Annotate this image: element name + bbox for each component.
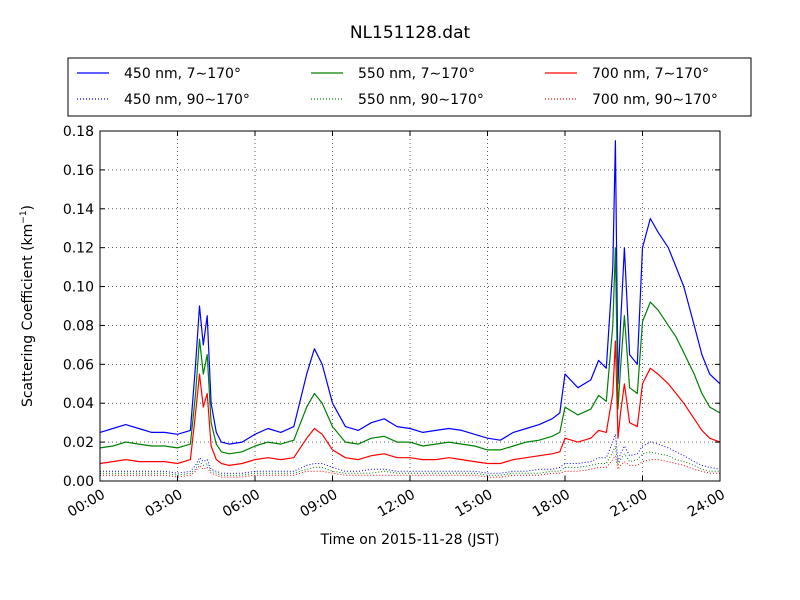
x-tick-label: 03:00 [143,487,186,521]
x-tick-label: 06:00 [220,487,263,521]
x-tick-label: 21:00 [608,487,651,521]
series-line-2 [99,340,721,466]
x-tick-label: 09:00 [298,487,341,521]
x-tick-label: 18:00 [530,487,573,521]
y-tick-label: 0.12 [63,241,94,257]
series-layer [99,140,721,478]
legend-label-1: 550 nm, 7∼170° [358,66,475,82]
series-line-1 [99,247,721,455]
series-line-0 [99,140,721,445]
y-tick-label: 0.14 [63,202,94,218]
y-axis-label-main: Scattering Coefficient (km [20,224,36,407]
y-axis-label-close: ) [20,205,36,210]
legend: 450 nm, 7∼170° 550 nm, 7∼170° 700 nm, 7∼17… [67,57,752,117]
x-tick-label: 12:00 [375,487,418,521]
legend-frame [67,57,752,117]
y-tick-label: 0.08 [63,318,94,334]
x-tick-label: 24:00 [685,487,728,521]
y-tick-label: 0.00 [63,474,94,490]
y-tick-label: 0.04 [63,396,94,412]
legend-label-3: 450 nm, 90∼170° [124,92,250,108]
series-line-5 [100,455,720,478]
legend-label-4: 550 nm, 90∼170° [358,92,484,108]
x-tick-label: 00:00 [65,487,108,521]
legend-label-5: 700 nm, 90∼170° [592,92,718,108]
y-tick-label: 0.16 [63,163,94,179]
y-axis-label: Scattering Coefficient (km−1) [19,205,36,407]
series-line-3 [100,433,721,474]
legend-label-0: 450 nm, 7∼170° [124,66,241,82]
y-tick-label: 0.10 [63,280,94,296]
x-tick-label: 15:00 [453,487,496,521]
x-axis-label: Time on 2015-11-28 (JST) [320,532,500,548]
y-tick-label: 0.02 [63,435,94,451]
y-axis-label-unit-exponent: −1 [19,210,29,223]
legend-label-2: 700 nm, 7∼170° [592,66,709,82]
y-tick-label: 0.06 [63,357,94,373]
series-line-4 [100,445,720,476]
y-tick-label: 0.18 [63,124,94,140]
chart-title: NL151128.dat [350,23,471,43]
